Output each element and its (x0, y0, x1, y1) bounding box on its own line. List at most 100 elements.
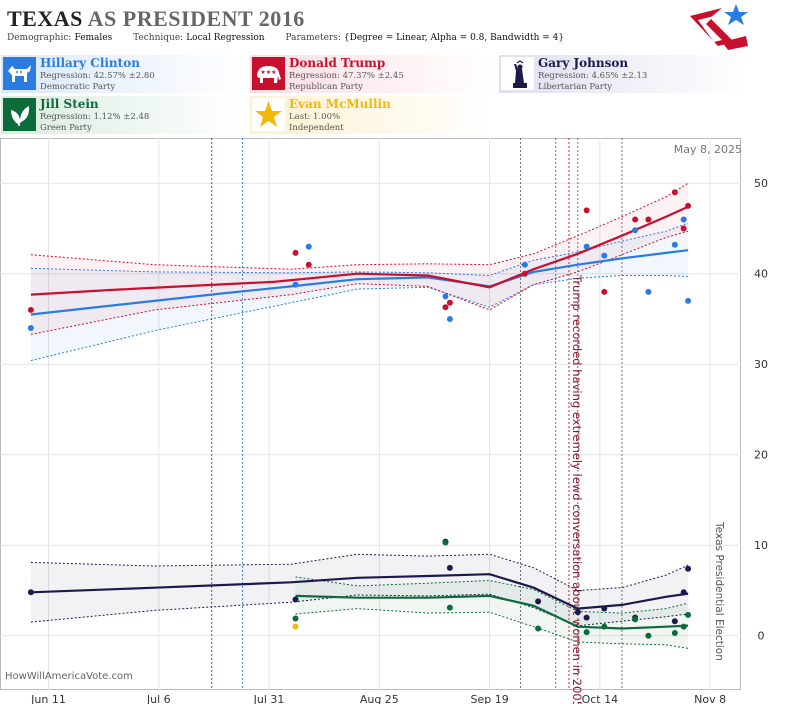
poll-point (442, 293, 449, 300)
candidate-party: Green Party (40, 123, 92, 133)
candidate-name: Evan McMullin (289, 97, 391, 111)
poll-point (671, 189, 678, 196)
poll-point (292, 249, 299, 256)
trend-line (30, 573, 689, 610)
poll-point (446, 299, 453, 306)
confidence-band (30, 223, 689, 361)
band-lower-line (30, 230, 689, 335)
x-tick-label: Jul 6 (146, 693, 171, 704)
poll-point (671, 618, 678, 625)
poll-point (535, 598, 542, 605)
poll-point (305, 261, 312, 268)
svg-text:★★★: ★★★ (260, 69, 276, 76)
poll-point (601, 288, 608, 295)
chart-date: May 8, 2025 (673, 143, 742, 156)
candidate-party: Libertarian Party (538, 82, 613, 92)
poll-point (601, 623, 608, 630)
poll-point (632, 216, 639, 223)
candidate-stat: Last: 1.00% (289, 112, 341, 122)
poll-point (292, 596, 299, 603)
poll-point (645, 216, 652, 223)
title-rest: AS PRESIDENT 2016 (87, 6, 305, 31)
poll-point (645, 632, 652, 639)
parameters-label: Parameters: (285, 33, 341, 43)
band-upper-line (30, 182, 689, 270)
poll-point (680, 216, 687, 223)
event-annotation: Texas Presidential Election (713, 521, 725, 661)
trend-line (30, 205, 689, 296)
poll-point (446, 315, 453, 322)
candidate-stat: Regression: 42.57% ±2.80 (40, 71, 155, 81)
candidate-card-johnson[interactable]: Gary Johnson Regression: 4.65% ±2.13 Lib… (499, 55, 744, 93)
y-tick-label: 40 (754, 268, 768, 281)
polling-chart: 0 10 20 30 40 50 Jun 11 Jul 6 Jul 31 Aug 25 Sep 19… (0, 138, 768, 704)
technique-label: Technique: (133, 33, 184, 43)
x-tick-label: Sep 19 (470, 693, 508, 704)
poll-point (535, 625, 542, 632)
poll-point (27, 325, 34, 332)
poll-point (446, 604, 453, 611)
y-tick-label: 20 (754, 449, 768, 462)
poll-point (292, 615, 299, 622)
poll-point (671, 241, 678, 248)
poll-point (685, 297, 692, 304)
poll-point (27, 306, 34, 313)
parameters-value: {Degree = Linear, Alpha = 0.8, Bandwidth… (343, 33, 565, 43)
poll-point (645, 288, 652, 295)
poll-point (601, 605, 608, 612)
x-tick-label: Aug 25 (360, 693, 399, 704)
poll-point (680, 589, 687, 596)
poll-point (601, 252, 608, 259)
poll-point (685, 202, 692, 209)
y-tick-label: 10 (754, 539, 768, 552)
poll-point (583, 629, 590, 636)
poll-point (680, 225, 687, 232)
poll-point (442, 539, 449, 546)
candidate-stat: Regression: 47.37% ±2.45 (289, 71, 404, 81)
band-lower-line (295, 608, 689, 649)
site-logo-icon[interactable] (688, 2, 750, 50)
x-tick-label: Oct 14 (582, 693, 619, 704)
y-tick-label: 0 (758, 630, 765, 643)
y-tick-label: 30 (754, 358, 768, 371)
candidate-name: Gary Johnson (538, 56, 629, 70)
candidate-name: Donald Trump (289, 56, 386, 70)
title-state: TEXAS (7, 6, 83, 31)
leaf-icon (3, 98, 36, 131)
trend-line (30, 249, 689, 316)
demographic-value: Females (74, 33, 113, 43)
candidate-stat: Regression: 1.12% ±2.48 (40, 112, 150, 122)
poll-point (680, 623, 687, 630)
candidate-card-stein[interactable]: Jill Stein Regression: 1.12% ±2.48 Green… (1, 96, 246, 134)
poll-point (521, 270, 528, 277)
candidate-party: Republican Party (289, 82, 363, 92)
elephant-icon: ★★★ (252, 57, 285, 90)
poll-point (583, 207, 590, 214)
candidate-card-clinton[interactable]: Hillary Clinton Regression: 42.57% ±2.80… (1, 55, 246, 93)
poll-point (583, 243, 590, 250)
candidate-card-mcmullin[interactable]: Evan McMullin Last: 1.00% Independent (250, 96, 495, 134)
x-tick-label: Jul 31 (253, 693, 285, 704)
poll-point (685, 611, 692, 618)
x-tick-label: Nov 8 (694, 693, 726, 704)
poll-point (305, 243, 312, 250)
candidate-card-trump[interactable]: ★★★ Donald Trump Regression: 47.37% ±2.4… (250, 55, 495, 93)
poll-point (685, 565, 692, 572)
band-lower-line (30, 275, 689, 362)
poll-point (442, 304, 449, 311)
candidate-party: Democratic Party (40, 82, 116, 92)
donkey-icon (3, 57, 36, 90)
poll-point (583, 614, 590, 621)
candidate-party: Independent (289, 123, 344, 133)
watermark[interactable]: HowWillAmericaVote.com (5, 671, 133, 682)
poll-point (292, 281, 299, 288)
star-icon (252, 98, 285, 131)
technique-value: Local Regression (186, 33, 265, 43)
poll-point (292, 623, 299, 630)
poll-point (446, 564, 453, 571)
event-annotation: Trump recorded having extremely lewd con… (570, 274, 584, 704)
candidate-stat: Regression: 4.65% ±2.13 (538, 71, 648, 81)
page-title: TEXAS AS PRESIDENT 2016 (7, 6, 305, 32)
candidate-name: Hillary Clinton (40, 56, 140, 70)
x-tick-label: Jun 11 (30, 693, 66, 704)
